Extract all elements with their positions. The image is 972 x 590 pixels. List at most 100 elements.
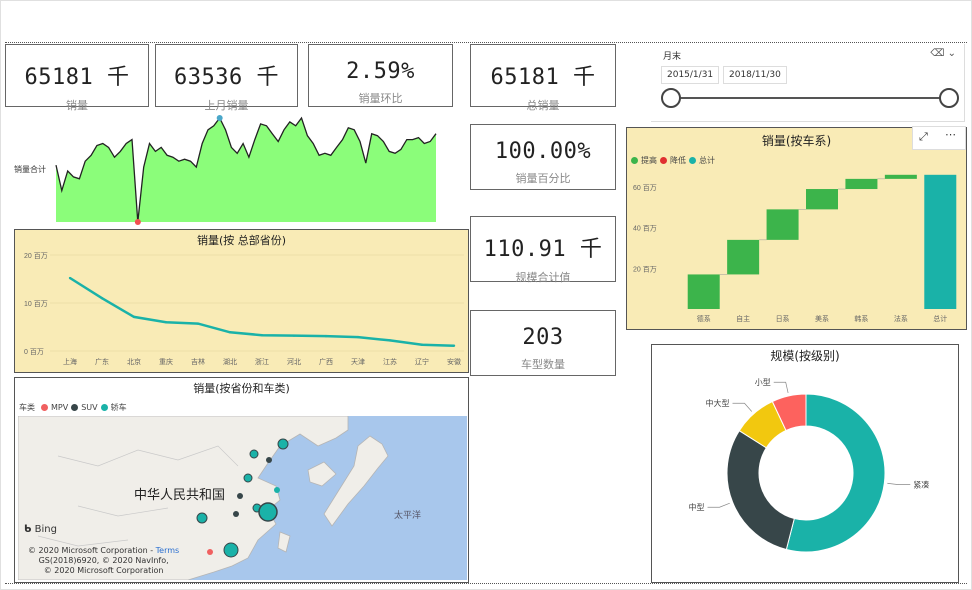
slicer-range-track[interactable] — [651, 84, 965, 114]
kpi-value: 100.00% — [494, 139, 592, 164]
line-chart-title: 销量(按 总部省份) — [196, 234, 287, 247]
more-options-icon[interactable]: ⋯ — [945, 128, 956, 141]
slicer-end-handle[interactable] — [939, 88, 959, 108]
line-data-point[interactable] — [68, 276, 72, 280]
legend-dot-increase — [631, 157, 638, 164]
donut-leader-line — [773, 381, 789, 394]
chevron-down-icon[interactable]: ⌄ — [947, 48, 956, 59]
slicer-tools: ⌫ ⌄ — [930, 48, 956, 59]
line-data-point[interactable] — [420, 343, 424, 346]
waterfall-bar[interactable] — [884, 174, 917, 179]
map-bubble[interactable] — [237, 493, 243, 499]
kpi-value: 63536 千 — [174, 65, 279, 90]
sparkline-high-marker[interactable] — [216, 115, 223, 121]
donut-slice[interactable] — [726, 429, 795, 551]
map-bubble[interactable] — [223, 542, 239, 558]
line-chart-y-tick: 10 百万 — [24, 300, 48, 308]
slicer-start-handle[interactable] — [661, 88, 681, 108]
eraser-icon[interactable]: ⌫ — [930, 48, 945, 59]
kpi-label: 车型数量 — [521, 358, 565, 371]
map-ocean-label: 太平洋 — [394, 511, 422, 521]
terms-link[interactable]: Terms — [155, 546, 180, 555]
kpi-card-mom[interactable]: 2.59% 销量环比 — [308, 44, 453, 107]
line-data-point[interactable] — [324, 334, 328, 338]
legend-dot-decrease — [660, 157, 667, 164]
map-bubbles[interactable] — [18, 416, 467, 580]
kpi-label: 销量 — [66, 99, 88, 112]
line-chart-y-tick: 0 百万 — [24, 348, 44, 356]
kpi-card-model-count[interactable]: 203 车型数量 — [470, 310, 616, 376]
line-chart-x-tick: 广东 — [95, 357, 109, 366]
line-chart-x-tick: 广西 — [319, 357, 333, 366]
kpi-label: 销量百分比 — [515, 172, 571, 185]
waterfall-bar[interactable] — [845, 178, 878, 190]
kpi-label: 总销量 — [526, 99, 560, 112]
waterfall-bar[interactable] — [727, 239, 760, 275]
waterfall-bar[interactable] — [687, 274, 720, 309]
legend-total: 总计 — [699, 156, 715, 165]
kpi-value: 2.59% — [346, 59, 415, 84]
waterfall-x-tick: 总计 — [933, 314, 947, 323]
waterfall-bar[interactable] — [924, 174, 957, 309]
line-chart-x-tick: 天津 — [351, 358, 365, 366]
canvas-top-border — [5, 42, 967, 43]
line-data-point[interactable] — [452, 344, 456, 347]
kpi-label: 规模合计值 — [515, 271, 571, 284]
sparkline-low-marker[interactable] — [134, 219, 141, 225]
donut-leader-line — [732, 402, 753, 412]
sparkline-label: 销量合计 — [14, 165, 46, 174]
date-slicer[interactable]: 月末 ⌫ ⌄ 2015/1/31 2018/11/30 — [651, 44, 965, 122]
waterfall-bar[interactable] — [806, 189, 838, 210]
bing-map[interactable]: 中华人民共和国 太平洋 ᑲ Bing © 2020 Microsoft Corp… — [18, 416, 467, 580]
slicer-start-date[interactable]: 2015/1/31 — [661, 66, 720, 84]
legend-sedan: 轿车 — [110, 403, 127, 412]
kpi-value: 110.91 千 — [483, 237, 603, 262]
line-data-point[interactable] — [260, 333, 264, 337]
kpi-card-sales[interactable]: 65181 千销量 — [5, 44, 149, 112]
donut-slice-label: 小型 — [755, 378, 771, 387]
legend-dot-suv — [71, 404, 79, 411]
credit-line-3: © 2020 Microsoft Corporation — [43, 566, 164, 575]
line-data-point[interactable] — [228, 331, 232, 334]
line-chart-x-tick: 重庆 — [159, 357, 173, 366]
line-chart-x-tick: 辽宁 — [415, 357, 429, 366]
legend-dot-total — [689, 157, 696, 164]
kpi-card-sales-pct[interactable]: 100.00% 销量百分比 — [470, 124, 616, 190]
line-chart-panel[interactable]: 销量(按 总部省份) — [14, 229, 469, 373]
kpi-card-total-sales[interactable]: 65181 千总销量 — [470, 44, 616, 112]
map-bubble[interactable] — [258, 502, 278, 522]
line-data-point[interactable] — [164, 321, 168, 324]
map-bubble[interactable] — [277, 438, 289, 450]
donut-slice[interactable] — [771, 393, 807, 432]
line-chart-x-tick: 吉林 — [191, 357, 205, 366]
line-data-point[interactable] — [132, 315, 136, 319]
line-data-point[interactable] — [292, 334, 296, 337]
donut-slice[interactable] — [785, 393, 886, 553]
waterfall-bar[interactable] — [766, 209, 799, 240]
kpi-card-last-month-sales[interactable]: 63536 千上月销量 — [155, 44, 298, 112]
line-data-point[interactable] — [196, 322, 200, 325]
slicer-end-date[interactable]: 2018/11/30 — [723, 66, 787, 84]
map-bubble[interactable] — [249, 449, 259, 459]
map-bubble[interactable] — [233, 511, 239, 517]
line-data-point[interactable] — [388, 339, 392, 342]
line-data-point[interactable] — [356, 335, 360, 339]
visual-header-tools: ⤢ ⋯ — [912, 126, 966, 150]
map-bubble[interactable] — [207, 549, 213, 555]
legend-mpv: MPV — [51, 403, 69, 412]
kpi-value: 65181 千 — [24, 65, 130, 90]
sparkline-chart[interactable] — [54, 112, 438, 228]
legend-suv: SUV — [81, 403, 98, 412]
sparkline-area — [56, 118, 436, 222]
focus-mode-icon[interactable]: ⤢ — [919, 130, 928, 143]
waterfall-legend: 提高 降低 总计 — [631, 155, 715, 166]
kpi-card-scale-total[interactable]: 110.91 千规模合计值 — [470, 216, 616, 284]
map-bubble[interactable] — [196, 512, 208, 524]
line-data-point[interactable] — [100, 297, 104, 300]
map-bubble[interactable] — [266, 457, 272, 463]
map-bubble[interactable] — [243, 473, 253, 483]
map-bubble[interactable] — [274, 487, 280, 493]
